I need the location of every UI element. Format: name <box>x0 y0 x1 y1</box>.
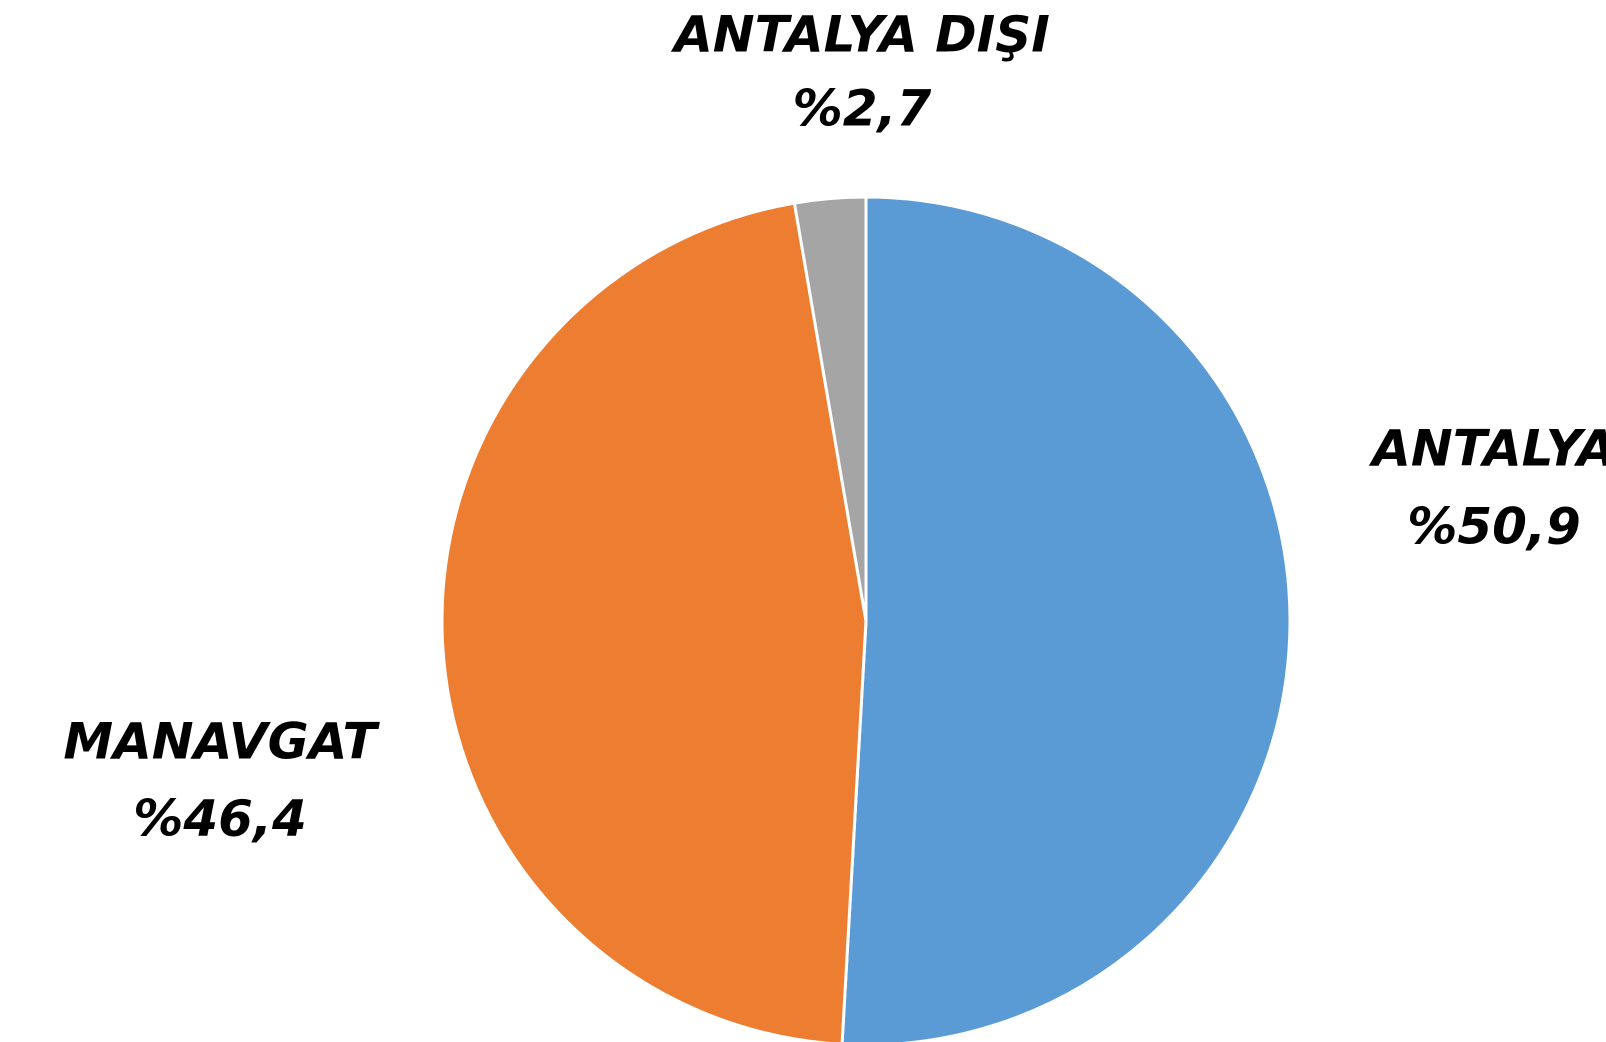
slice-label: MANAVGAT <box>63 713 380 771</box>
pie-slice <box>840 195 1292 1042</box>
slice-value-label: %50,9 <box>1407 498 1580 556</box>
slice-value-label: %46,4 <box>133 790 306 848</box>
pie-slice <box>792 195 868 622</box>
slice-label: ANTALYA DIŞI <box>670 6 1050 64</box>
slice-value-label: %2,7 <box>793 80 932 138</box>
pie-slice <box>440 201 868 1042</box>
slice-label: ANTALYA <box>1368 420 1606 478</box>
